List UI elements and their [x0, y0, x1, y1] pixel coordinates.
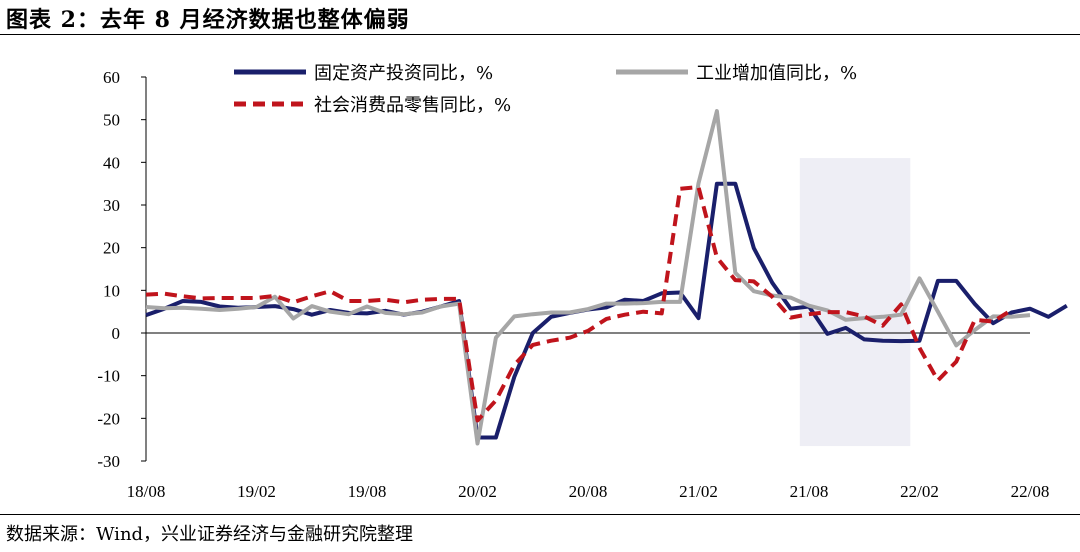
- source-rule: [0, 514, 1080, 515]
- axes-layer: -30 -20 -10 0 10 20 30 40 50 60 18/08 19/02 19/08 20/…: [97, 68, 1049, 501]
- x-tick-label: 19/08: [348, 482, 387, 501]
- y-tick-label: 60: [103, 68, 120, 87]
- series-line-3: [145, 185, 1013, 423]
- series-line-2: [145, 109, 1031, 446]
- legend-label-1: 固定资产投资同比，%: [314, 63, 493, 84]
- series-line-1: [145, 181, 1068, 440]
- y-tick-label: 30: [103, 196, 120, 215]
- x-tick-label: 21/08: [790, 482, 829, 501]
- y-tick-label: -20: [97, 409, 120, 428]
- y-tick-label: 50: [103, 111, 120, 130]
- legend-label-3: 社会消费品零售同比，%: [314, 95, 511, 116]
- y-tick-label: 0: [112, 324, 121, 343]
- shaded-period-layer: [799, 158, 911, 447]
- y-tick-label: -10: [97, 367, 120, 386]
- shaded-period: [799, 158, 911, 447]
- y-tick-label: 20: [103, 239, 120, 258]
- legend-label-2: 工业增加值同比，%: [696, 63, 857, 84]
- x-tick-label: 21/02: [679, 482, 718, 501]
- x-tick-label: 18/08: [127, 482, 166, 501]
- x-tick-label: 22/02: [900, 482, 939, 501]
- x-tick-label: 20/02: [458, 482, 497, 501]
- title-rule: [0, 34, 1080, 35]
- figure-title: 图表 2：去年 8 月经济数据也整体偏弱: [6, 7, 410, 33]
- y-tick-label: 10: [103, 281, 120, 300]
- figure-source: 数据来源：Wind，兴业证券经济与金融研究院整理: [6, 524, 414, 545]
- legend: 固定资产投资同比，% 工业增加值同比，% 社会消费品零售同比，%: [234, 63, 857, 116]
- x-tick-label: 22/08: [1011, 482, 1050, 501]
- x-tick-label: 19/02: [237, 482, 276, 501]
- x-tick-label: 20/08: [569, 482, 608, 501]
- y-tick-label: -30: [97, 452, 120, 471]
- y-tick-label: 40: [103, 153, 120, 172]
- series-layer: [145, 109, 1068, 446]
